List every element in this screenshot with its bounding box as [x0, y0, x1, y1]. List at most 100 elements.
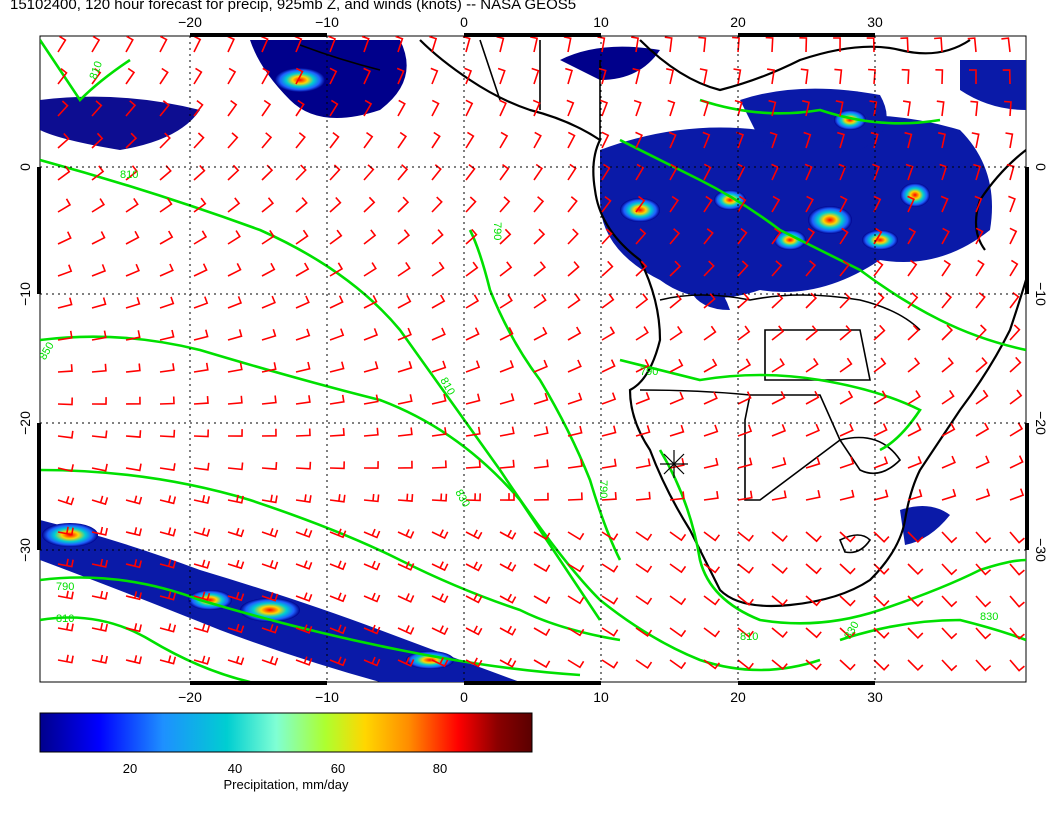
wind-barb [431, 393, 447, 405]
tick-label: 0 [460, 14, 468, 30]
wind-barb [462, 36, 471, 53]
wind-barb [295, 592, 313, 602]
wind-barb [125, 165, 139, 181]
wind-barb [533, 163, 544, 181]
wind-barb [499, 657, 517, 668]
wind-barb [295, 494, 312, 504]
wind-barb [1009, 259, 1019, 277]
wind-barb [839, 357, 853, 373]
wind-barb [771, 595, 788, 607]
wind-barb [601, 392, 617, 405]
wind-barb [635, 563, 653, 574]
wind-barb [261, 67, 270, 85]
wind-barb [601, 260, 614, 277]
wind-barb [91, 165, 105, 181]
wind-barb [159, 396, 175, 405]
wind-barb [1009, 356, 1022, 373]
wind-barb [633, 99, 642, 117]
wind-barb [669, 391, 684, 405]
wind-barb [771, 659, 788, 671]
wind-barb [227, 591, 245, 602]
wind-barb [363, 427, 379, 437]
wind-barb [737, 659, 754, 670]
wind-barb [533, 392, 549, 405]
wind-barb [329, 131, 340, 149]
wind-barb [125, 230, 140, 245]
wind-barb [1009, 455, 1024, 469]
wind-barb [227, 362, 243, 373]
wind-barb [431, 593, 449, 604]
wind-barb [261, 262, 276, 277]
wind-barb [974, 195, 983, 213]
colorbar-gradient [39, 712, 533, 753]
wind-barb [431, 529, 449, 540]
tick-label: −10 [1033, 282, 1049, 306]
wind-barb [737, 325, 751, 341]
wind-barb [632, 67, 641, 85]
wind-barb [397, 261, 411, 277]
wind-barb [363, 99, 373, 117]
wind-barb [193, 362, 209, 373]
wind-barb [499, 426, 515, 437]
wind-barb [465, 625, 483, 636]
wind-barb [261, 560, 279, 570]
wind-barb [227, 559, 245, 570]
wind-barb [329, 461, 345, 470]
wind-barb [193, 655, 211, 665]
wind-barb [635, 425, 651, 437]
wind-barb [904, 131, 913, 149]
wind-barb [666, 68, 675, 85]
wind-barb [125, 263, 140, 277]
wind-barb [261, 395, 277, 405]
wind-barb [465, 360, 481, 373]
wind-barb [941, 659, 958, 672]
geopotential-contours [40, 39, 1026, 682]
tick-label: 20 [730, 689, 746, 705]
wind-barb [363, 624, 381, 635]
wind-barb [57, 430, 74, 439]
wind-barb [464, 67, 473, 85]
colorbar-tick: 80 [433, 761, 447, 776]
wind-barb [907, 423, 922, 437]
wind-barb [941, 627, 958, 640]
wind-barb [125, 197, 139, 213]
wind-barb [635, 195, 646, 213]
wind-barb [465, 327, 480, 341]
wind-barb [873, 489, 889, 501]
wind-barb [363, 131, 374, 149]
wind-barb [91, 558, 108, 568]
wind-barb [567, 659, 585, 669]
wind-barb [975, 488, 991, 501]
wind-barb [835, 100, 844, 117]
wind-barb [91, 463, 108, 472]
wind-barb [601, 492, 617, 501]
wind-barb [57, 558, 74, 568]
wind-barb [91, 67, 102, 85]
wind-barb [533, 459, 549, 469]
wind-barb [771, 227, 782, 245]
wind-barb [975, 595, 992, 608]
wind-barb [125, 36, 134, 53]
wind-barb [907, 627, 924, 640]
wind-barb [635, 531, 653, 542]
wind-barb [193, 559, 211, 569]
wind-barb [295, 328, 311, 341]
wind-barb [839, 595, 856, 607]
wind-barb [329, 361, 345, 373]
wind-barb [159, 67, 169, 85]
wind-barb [159, 263, 174, 277]
wind-barb [905, 163, 914, 181]
wind-barb [598, 67, 607, 85]
wind-barb [669, 163, 678, 181]
wind-barb [733, 68, 742, 85]
wind-barb [567, 293, 581, 309]
wind-barb [771, 325, 785, 341]
wind-barb [193, 591, 211, 601]
wind-barb [261, 99, 272, 117]
tick-label: −30 [1033, 538, 1049, 562]
wind-barb [159, 329, 175, 341]
wind-barb [261, 295, 276, 309]
tick-label: 0 [17, 163, 33, 171]
wind-barb [397, 427, 413, 437]
wind-barb [907, 259, 918, 277]
